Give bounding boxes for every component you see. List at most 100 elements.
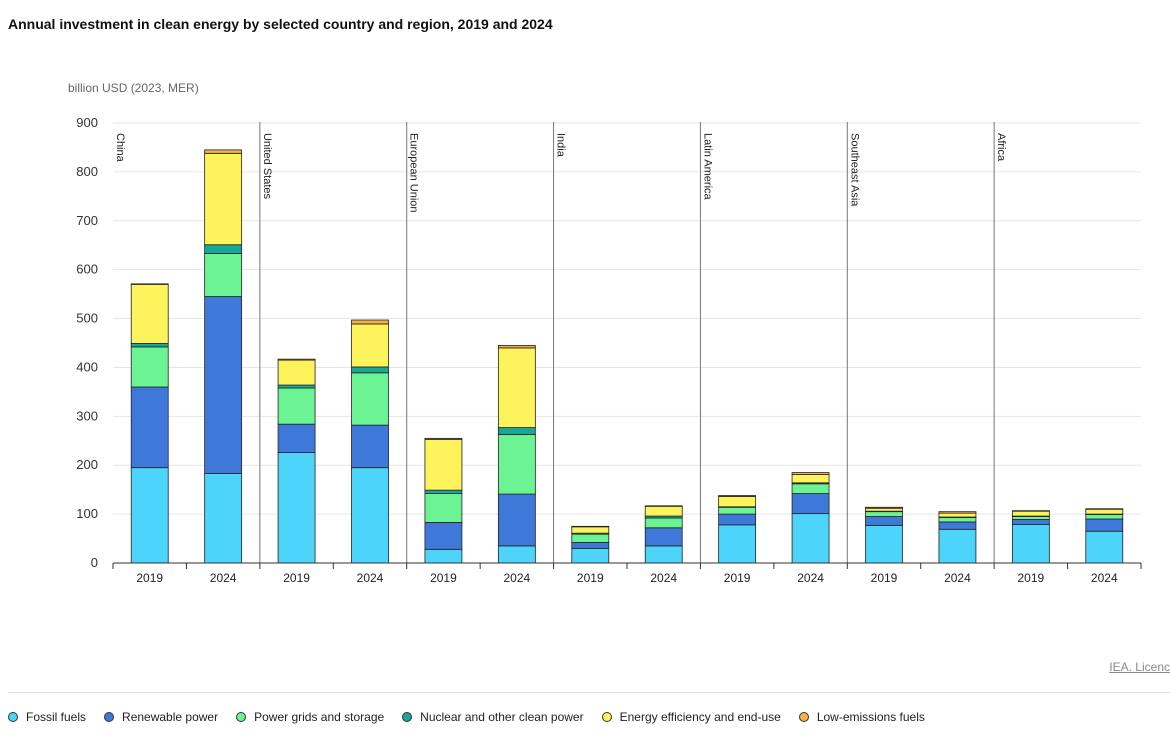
x-tick-label: 2024 <box>797 571 824 585</box>
bar-segment <box>865 524 903 564</box>
bar-segment <box>718 524 757 564</box>
bar-segment <box>424 437 463 440</box>
legend-item[interactable]: Nuclear and other clean power <box>402 710 584 724</box>
bar-segment <box>791 493 830 515</box>
legend-swatch-icon <box>402 712 413 722</box>
bar-segment <box>865 506 903 509</box>
bar-segment <box>277 358 316 361</box>
y-tick-label: 900 <box>76 115 98 130</box>
bar-segment <box>351 467 389 564</box>
bar-segment <box>791 483 830 494</box>
bar-segment <box>865 511 903 517</box>
bar-segment <box>571 547 610 564</box>
group-label: Latin America <box>701 133 713 201</box>
y-tick-label: 200 <box>76 457 98 472</box>
x-tick-label: 2019 <box>871 571 898 585</box>
legend-item[interactable]: Renewable power <box>104 710 218 724</box>
x-tick-label: 2024 <box>504 571 531 585</box>
bar-segment <box>130 343 169 348</box>
bar-segment <box>277 452 316 564</box>
x-tick-label: 2024 <box>1091 571 1118 585</box>
legend-swatch-icon <box>236 712 247 722</box>
group-label: United States <box>261 133 273 200</box>
licence-link[interactable]: IEA. Licenc <box>1109 660 1170 674</box>
x-tick-label: 2024 <box>650 571 677 585</box>
legend-label: Power grids and storage <box>254 710 385 724</box>
legend-label: Energy efficiency and end-use <box>619 710 781 724</box>
group-label: Africa <box>995 133 1007 162</box>
bar-segment <box>791 474 830 484</box>
bar-segment <box>277 359 316 386</box>
bar-segment <box>571 526 610 534</box>
y-tick-label: 700 <box>76 213 98 228</box>
bar-segment <box>351 319 389 325</box>
bar-segment <box>424 489 463 494</box>
bar-segment <box>644 545 683 564</box>
legend-label: Nuclear and other clean power <box>420 710 584 724</box>
bar-segment <box>424 522 463 550</box>
bar-segment <box>424 493 463 523</box>
bar-segment <box>644 505 683 517</box>
bar-segment <box>718 496 757 508</box>
bar-segment <box>938 511 977 514</box>
x-tick-label: 2024 <box>944 571 971 585</box>
legend-swatch-icon <box>8 712 18 722</box>
bar-segment <box>497 427 536 435</box>
bar-segment <box>938 512 977 518</box>
legend-item[interactable]: Energy efficiency and end-use <box>601 710 781 724</box>
chart-title: Annual investment in clean energy by sel… <box>8 16 553 32</box>
bar-segment <box>938 517 977 523</box>
bar-segment <box>1085 508 1124 515</box>
bar-segment <box>277 387 316 425</box>
legend-label: Low-emissions fuels <box>816 710 925 724</box>
bar-segment <box>718 495 757 497</box>
bar-segment <box>571 533 610 543</box>
legend-swatch-icon <box>601 712 612 722</box>
bar-segment <box>865 507 903 512</box>
x-tick-label: 2024 <box>210 571 237 585</box>
bar-segment <box>351 366 389 374</box>
bar-segment <box>718 513 757 526</box>
bar-segment <box>204 253 243 297</box>
y-tick-label: 600 <box>76 262 98 277</box>
bar-segment <box>497 345 536 349</box>
y-tick-label: 300 <box>76 408 98 423</box>
x-tick-label: 2024 <box>357 571 384 585</box>
legend-item[interactable]: Fossil fuels <box>8 710 86 724</box>
y-tick-label: 400 <box>76 359 98 374</box>
bar-segment <box>204 149 243 154</box>
bar-segment <box>644 527 683 547</box>
legend-swatch-icon <box>798 712 809 722</box>
stacked-bar-chart: 0 100 200 300 400 500 600 700 800 900 China United … <box>76 115 1142 585</box>
bar-segment <box>1085 514 1124 520</box>
bar-segment <box>1085 518 1124 532</box>
legend-label: Fossil fuels <box>26 710 87 724</box>
bar-segment <box>718 506 757 515</box>
bar-segment <box>130 346 169 388</box>
bar-segment <box>424 438 463 491</box>
bar-segment <box>791 472 830 475</box>
legend-divider <box>8 692 1170 693</box>
bar-segment <box>938 528 977 564</box>
legend-item[interactable]: Low-emissions fuels <box>798 710 925 724</box>
bar-segment <box>938 521 977 530</box>
group-label: India <box>555 133 567 158</box>
y-tick-label: 0 <box>91 555 98 570</box>
bar-segment <box>204 296 243 474</box>
bar-segment <box>865 516 903 526</box>
x-tick-label: 2019 <box>283 571 310 585</box>
bar-segment <box>1011 523 1050 564</box>
legend-item[interactable]: Power grids and storage <box>236 710 384 724</box>
bar-segment <box>277 384 316 389</box>
bar-segment <box>1011 510 1050 517</box>
bar-segment <box>130 283 169 344</box>
y-axis-unit-label: billion USD (2023, MER) <box>68 81 199 95</box>
bar-segment <box>644 517 683 529</box>
x-tick-label: 2019 <box>136 571 163 585</box>
bar-segment <box>571 542 610 549</box>
bar-segment <box>351 372 389 426</box>
legend: Fossil fuels Renewable power Power grids a… <box>8 710 943 724</box>
bar-segment <box>1085 530 1124 564</box>
x-tick-label: 2019 <box>724 571 751 585</box>
group-label: European Union <box>408 133 420 213</box>
